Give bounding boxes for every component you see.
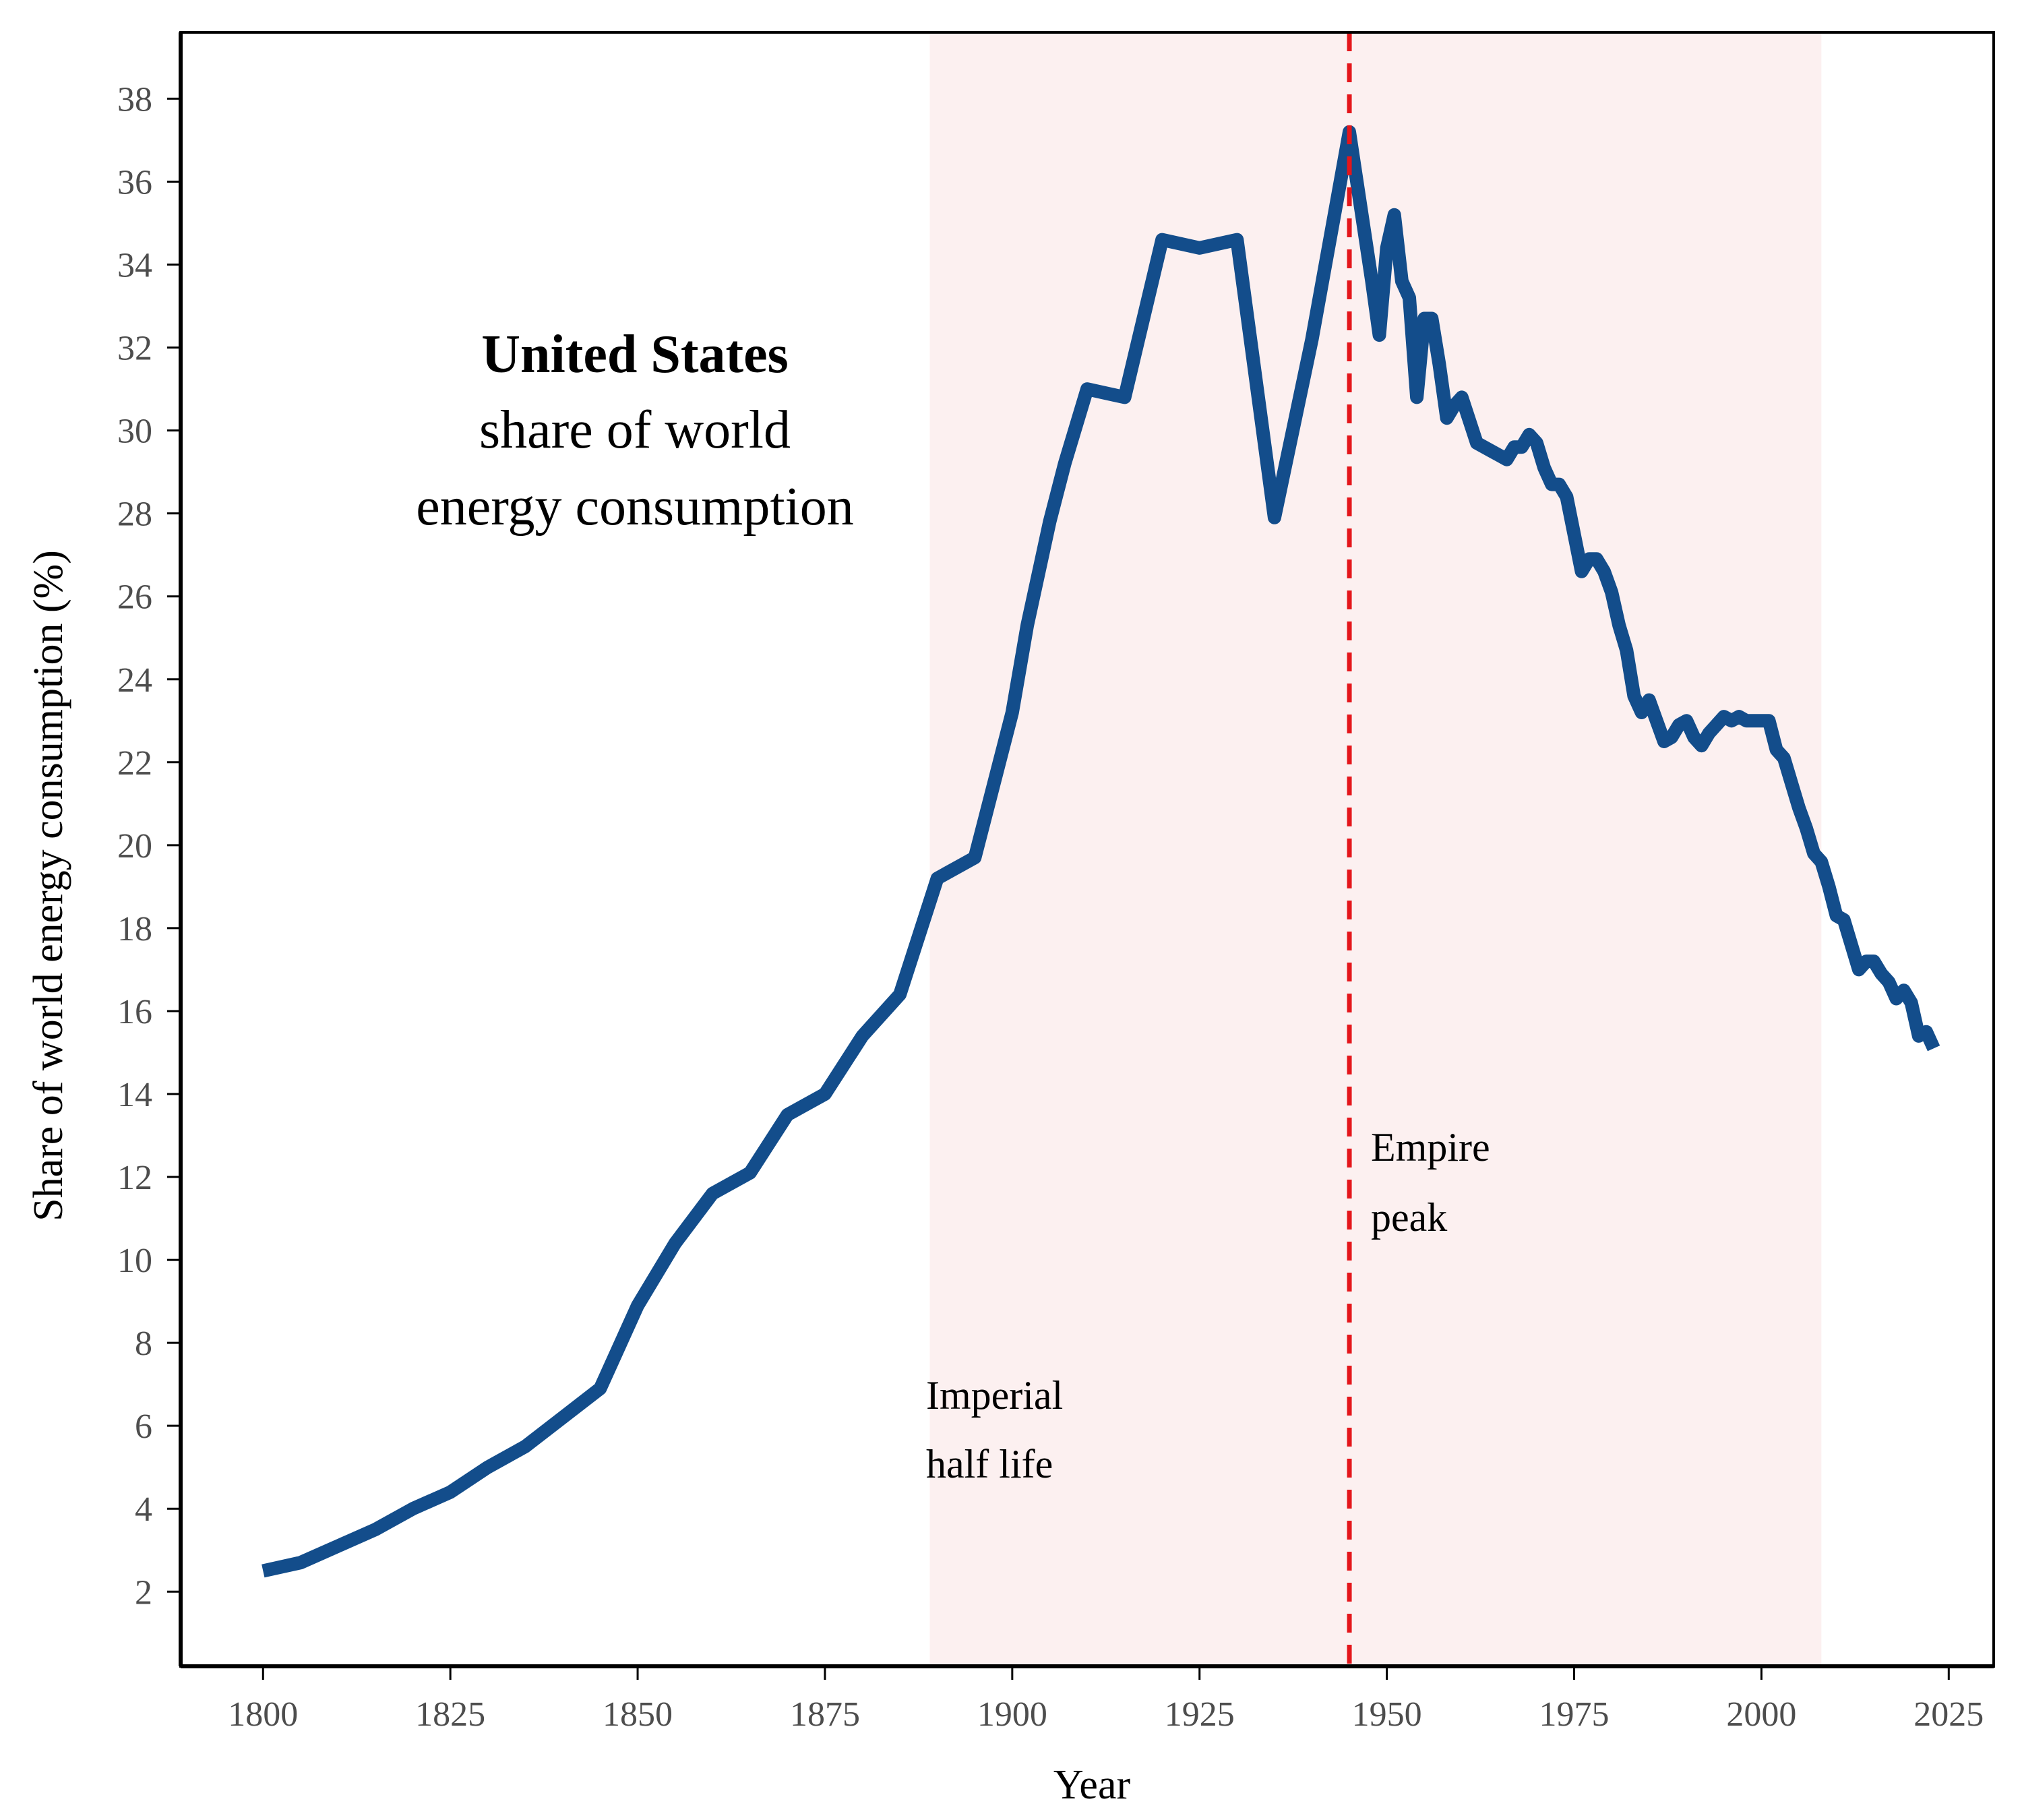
x-tick-label-1900: 1900 [977, 1695, 1047, 1734]
series-line-united-states [262, 125, 1940, 1578]
x-tick-label-1925: 1925 [1165, 1695, 1235, 1734]
x-tick-label-2000: 2000 [1726, 1695, 1796, 1734]
x-axis-title: Year [1053, 1762, 1131, 1808]
y-tick-label-12: 12 [117, 1159, 152, 1197]
x-tick-label-1875: 1875 [790, 1695, 860, 1734]
x-tick-label-1975: 1975 [1539, 1695, 1610, 1734]
y-tick-label-26: 26 [117, 578, 152, 617]
y-tick-label-6: 6 [135, 1407, 152, 1446]
y-tick-label-18: 18 [117, 910, 152, 948]
y-tick-label-38: 38 [117, 80, 152, 119]
y-tick-label-20: 20 [117, 827, 152, 866]
chart-subtitle-line-2: energy consumption [416, 477, 854, 537]
y-tick-label-8: 8 [135, 1325, 152, 1363]
empire-peak-label-line-1: Empire [1371, 1125, 1490, 1170]
y-tick-label-10: 10 [117, 1242, 152, 1280]
x-tick-label-1850: 1850 [603, 1695, 673, 1734]
imperial-half-life-label-line-1: Imperial [926, 1373, 1063, 1418]
y-tick-label-16: 16 [117, 993, 152, 1031]
empire-peak-label-line-2: peak [1371, 1195, 1447, 1240]
y-tick-label-24: 24 [117, 661, 152, 700]
imperial-half-life-label-line-2: half life [926, 1442, 1053, 1486]
y-tick-label-2: 2 [135, 1573, 152, 1612]
y-tick-label-22: 22 [117, 744, 152, 783]
y-tick-label-4: 4 [135, 1490, 152, 1529]
chart-title: United States [481, 325, 789, 384]
x-tick-label-1825: 1825 [415, 1695, 485, 1734]
x-tick-label-2025: 2025 [1913, 1695, 1984, 1734]
y-tick-label-14: 14 [117, 1076, 152, 1114]
y-tick-label-36: 36 [117, 163, 152, 202]
y-axis-title: Share of world energy consumption (%) [26, 550, 71, 1221]
y-tick-label-32: 32 [117, 330, 152, 368]
x-tick-label-1950: 1950 [1352, 1695, 1422, 1734]
y-tick-label-34: 34 [117, 247, 152, 285]
chart-subtitle-line-1: share of world [479, 400, 791, 460]
x-tick-label-1800: 1800 [228, 1695, 298, 1734]
y-tick-label-30: 30 [117, 413, 152, 451]
y-tick-label-28: 28 [117, 495, 152, 534]
x-axis-ticks: 1800 1825 1850 1875 1900 1925 1950 1975 2000 2025 [228, 1666, 1984, 1734]
